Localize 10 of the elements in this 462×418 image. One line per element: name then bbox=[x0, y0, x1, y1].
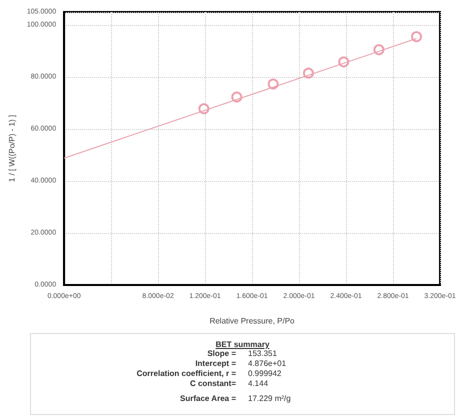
y-axis-title: 1 / [ W((Po/P) - 1) ] bbox=[8, 114, 16, 182]
x-axis-title: Relative Pressure, P/Po bbox=[210, 316, 296, 326]
text: BET summary bbox=[214, 340, 270, 349]
text: Surface Area = 17.229 m²/g bbox=[180, 394, 291, 403]
text: Correlation coefficient, r = 0.999942 bbox=[136, 369, 282, 378]
point bbox=[411, 31, 422, 42]
text: Slope = 153.351 bbox=[207, 349, 277, 358]
point bbox=[268, 78, 279, 90]
text: C constant= 4.144 bbox=[190, 379, 268, 388]
text: Intercept = 4.876e+01 bbox=[195, 359, 286, 368]
